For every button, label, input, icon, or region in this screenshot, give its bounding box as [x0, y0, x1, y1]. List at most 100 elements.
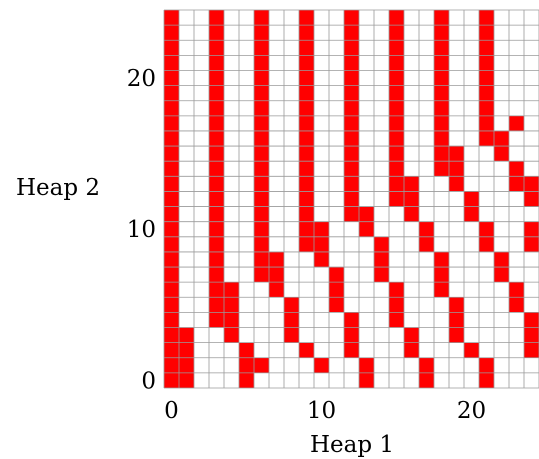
- cell-empty: [374, 297, 389, 313]
- cell-filled: [164, 297, 179, 313]
- cell-empty: [314, 10, 329, 26]
- cell-empty: [404, 267, 419, 283]
- cell-empty: [494, 221, 509, 237]
- cell-filled: [254, 251, 269, 268]
- cell-empty: [269, 146, 284, 162]
- cell-empty: [344, 221, 359, 237]
- cell-filled: [209, 282, 224, 298]
- cell-empty: [434, 191, 449, 207]
- cell-empty: [299, 282, 314, 298]
- cell-empty: [269, 297, 284, 313]
- cell-empty: [419, 282, 434, 298]
- cell-filled: [524, 342, 539, 358]
- cell-filled: [209, 297, 224, 313]
- cell-empty: [449, 282, 464, 298]
- cell-empty: [329, 221, 344, 237]
- cell-filled: [254, 10, 269, 26]
- cell-empty: [179, 297, 194, 313]
- cell-empty: [524, 10, 539, 26]
- cell-empty: [269, 342, 284, 358]
- cell-filled: [389, 130, 404, 147]
- cell-filled: [239, 342, 254, 358]
- cell-filled: [209, 161, 224, 177]
- cell-empty: [329, 357, 344, 373]
- cell-empty: [404, 130, 419, 147]
- cell-filled: [464, 191, 479, 207]
- cell-filled: [164, 191, 179, 207]
- cell-filled: [299, 176, 314, 192]
- cell-empty: [464, 267, 479, 283]
- cell-empty: [434, 342, 449, 358]
- cell-empty: [284, 40, 299, 56]
- cell-filled: [389, 146, 404, 162]
- cell-empty: [404, 282, 419, 298]
- cell-filled: [164, 267, 179, 283]
- cell-empty: [359, 70, 374, 86]
- cell-empty: [404, 115, 419, 131]
- cell-empty: [524, 130, 539, 147]
- cell-empty: [194, 267, 209, 283]
- cell-empty: [194, 327, 209, 343]
- cell-filled: [479, 357, 494, 373]
- cell-empty: [224, 115, 239, 131]
- cell-filled: [449, 161, 464, 177]
- cell-empty: [239, 130, 254, 147]
- cell-filled: [479, 372, 494, 388]
- cell-empty: [239, 161, 254, 177]
- cell-filled: [419, 221, 434, 237]
- cell-filled: [299, 130, 314, 147]
- cell-empty: [434, 206, 449, 222]
- cell-empty: [179, 146, 194, 162]
- cell-empty: [419, 312, 434, 328]
- cell-empty: [494, 40, 509, 56]
- cell-empty: [374, 40, 389, 56]
- cell-filled: [254, 70, 269, 86]
- cell-empty: [329, 100, 344, 116]
- cell-empty: [404, 251, 419, 268]
- cell-empty: [479, 161, 494, 177]
- cell-filled: [299, 221, 314, 237]
- cell-filled: [164, 55, 179, 71]
- cell-empty: [359, 282, 374, 298]
- cell-filled: [164, 176, 179, 192]
- cell-filled: [434, 70, 449, 86]
- cell-empty: [284, 161, 299, 177]
- cell-filled: [164, 115, 179, 131]
- cell-empty: [494, 115, 509, 131]
- cell-filled: [479, 25, 494, 41]
- cell-filled: [374, 236, 389, 252]
- cell-filled: [209, 55, 224, 71]
- cell-filled: [164, 146, 179, 162]
- cell-empty: [509, 312, 524, 328]
- cell-empty: [359, 146, 374, 162]
- cell-filled: [389, 85, 404, 101]
- cell-filled: [419, 372, 434, 388]
- cell-empty: [314, 267, 329, 283]
- cell-empty: [374, 85, 389, 101]
- cell-empty: [224, 357, 239, 373]
- cell-empty: [449, 100, 464, 116]
- cell-filled: [164, 327, 179, 343]
- cell-empty: [449, 357, 464, 373]
- cell-empty: [509, 206, 524, 222]
- cell-empty: [389, 206, 404, 222]
- cell-filled: [434, 267, 449, 283]
- cell-filled: [464, 342, 479, 358]
- cell-empty: [464, 70, 479, 86]
- cell-empty: [494, 282, 509, 298]
- cell-empty: [254, 342, 269, 358]
- cell-empty: [524, 70, 539, 86]
- cell-empty: [179, 312, 194, 328]
- cell-filled: [434, 10, 449, 26]
- cell-empty: [419, 146, 434, 162]
- cell-empty: [269, 85, 284, 101]
- cell-empty: [464, 10, 479, 26]
- cell-empty: [419, 342, 434, 358]
- cell-empty: [179, 115, 194, 131]
- cell-filled: [434, 115, 449, 131]
- cell-empty: [314, 40, 329, 56]
- cell-empty: [194, 85, 209, 101]
- cell-empty: [194, 251, 209, 268]
- cell-empty: [284, 55, 299, 71]
- cell-filled: [434, 130, 449, 147]
